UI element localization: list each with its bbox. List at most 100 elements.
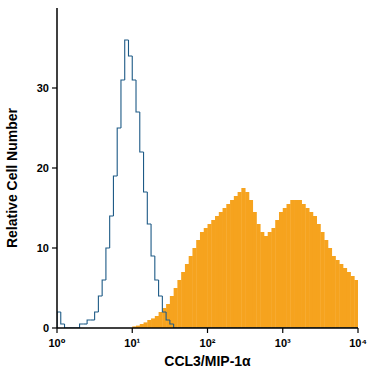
x-tick bbox=[132, 328, 133, 333]
histogram-bar bbox=[155, 316, 159, 328]
histogram-step bbox=[125, 40, 129, 80]
histogram-step bbox=[147, 192, 151, 224]
histogram-bar bbox=[238, 192, 242, 328]
histogram-bar bbox=[320, 232, 324, 328]
histogram-bar bbox=[215, 216, 219, 328]
x-tick bbox=[282, 328, 283, 333]
histogram-bar bbox=[170, 296, 174, 328]
histogram-bar bbox=[271, 228, 275, 328]
histogram-bar bbox=[343, 268, 347, 328]
histogram-step bbox=[162, 296, 166, 312]
histogram-step bbox=[91, 319, 95, 320]
histogram-bar bbox=[181, 272, 185, 328]
histogram-bar bbox=[196, 240, 200, 328]
histogram-bar bbox=[230, 200, 234, 328]
y-tick-label: 10 bbox=[37, 242, 49, 254]
histogram-bar bbox=[208, 224, 212, 328]
histogram-bar bbox=[185, 264, 189, 328]
histogram-bar bbox=[302, 204, 306, 328]
histogram-bar bbox=[279, 212, 283, 328]
y-tick-label: 30 bbox=[37, 82, 49, 94]
series-1 bbox=[57, 40, 358, 328]
histogram-bar bbox=[290, 200, 294, 328]
histogram-step bbox=[132, 56, 136, 80]
histogram-step bbox=[140, 112, 144, 152]
histogram-bar bbox=[260, 232, 264, 328]
histogram-bar bbox=[147, 320, 151, 328]
x-tick-label: 10³ bbox=[275, 337, 291, 349]
histogram-bar bbox=[249, 200, 253, 328]
histogram-step bbox=[98, 296, 102, 312]
histogram-bar bbox=[234, 196, 238, 328]
chart: 0 10 20 30 10⁰ 10¹ 10² 10³ 10⁴ CCL3/MIP-1α Relativ… bbox=[0, 0, 375, 375]
histogram-step bbox=[87, 320, 91, 324]
histogram-bar bbox=[159, 312, 163, 328]
histogram-step bbox=[136, 80, 140, 112]
histogram-bar bbox=[219, 212, 223, 328]
histogram-bar bbox=[335, 260, 339, 328]
histogram-bar bbox=[350, 276, 354, 328]
histogram-bar bbox=[144, 322, 148, 328]
histogram-step bbox=[117, 128, 121, 176]
x-tick-label: 10⁰ bbox=[48, 337, 65, 349]
x-tick-label: 10² bbox=[200, 337, 216, 349]
x-axis-label: CCL3/MIP-1α bbox=[164, 353, 251, 369]
histogram-bar bbox=[211, 220, 215, 328]
histogram-step bbox=[166, 312, 170, 320]
histogram-step bbox=[113, 176, 117, 216]
histogram-bar bbox=[328, 248, 332, 328]
x-tick-label: 10⁴ bbox=[349, 337, 367, 349]
histogram-bar bbox=[226, 204, 230, 328]
histogram-step bbox=[144, 152, 148, 192]
histogram-bar bbox=[241, 188, 245, 328]
x-tick-label: 10¹ bbox=[124, 337, 140, 349]
histogram-step bbox=[110, 216, 114, 248]
histogram-step bbox=[121, 80, 125, 128]
marks bbox=[57, 40, 358, 328]
histogram-bar bbox=[275, 220, 279, 328]
histogram-bar bbox=[305, 208, 309, 328]
histogram-bar bbox=[253, 212, 257, 328]
histogram-bar bbox=[268, 232, 272, 328]
y-tick bbox=[52, 247, 57, 248]
histogram-step bbox=[159, 280, 163, 296]
histogram-bar bbox=[223, 208, 227, 328]
histogram-bar bbox=[287, 204, 291, 328]
histogram-bar bbox=[354, 280, 358, 328]
series-0 bbox=[132, 188, 358, 328]
y-tick-label: 20 bbox=[37, 162, 49, 174]
y-tick bbox=[52, 327, 57, 328]
x-tick bbox=[357, 328, 358, 333]
histogram-bar bbox=[324, 240, 328, 328]
histogram-bar bbox=[294, 200, 298, 328]
y-axis-label: Relative Cell Number bbox=[4, 107, 20, 248]
histogram-bar bbox=[189, 256, 193, 328]
histogram-bar bbox=[264, 236, 268, 328]
histogram-bar bbox=[332, 256, 336, 328]
histogram-bar bbox=[204, 228, 208, 328]
histogram-step bbox=[106, 248, 110, 280]
histogram-bar bbox=[347, 272, 351, 328]
histogram-bar bbox=[309, 212, 313, 328]
histogram-bar bbox=[283, 208, 287, 328]
histogram-step bbox=[102, 280, 106, 296]
histogram-bar bbox=[245, 192, 249, 328]
histogram-bar bbox=[200, 232, 204, 328]
y-tick bbox=[52, 167, 57, 168]
histogram-bar bbox=[317, 224, 321, 328]
x-tick bbox=[56, 328, 57, 333]
histogram-bar bbox=[174, 288, 178, 328]
histogram-bar bbox=[177, 280, 181, 328]
histogram-bar bbox=[256, 224, 260, 328]
histogram-step bbox=[95, 312, 99, 320]
y-tick-label: 0 bbox=[43, 322, 49, 334]
y-tick bbox=[52, 87, 57, 88]
histogram-bar bbox=[192, 248, 196, 328]
histogram-step bbox=[155, 256, 159, 280]
histogram-step bbox=[128, 40, 132, 56]
histogram-bar bbox=[339, 264, 343, 328]
histogram-bar bbox=[313, 216, 317, 328]
histogram-bar bbox=[298, 200, 302, 328]
histogram-step bbox=[151, 224, 155, 256]
histogram-step bbox=[170, 320, 174, 324]
